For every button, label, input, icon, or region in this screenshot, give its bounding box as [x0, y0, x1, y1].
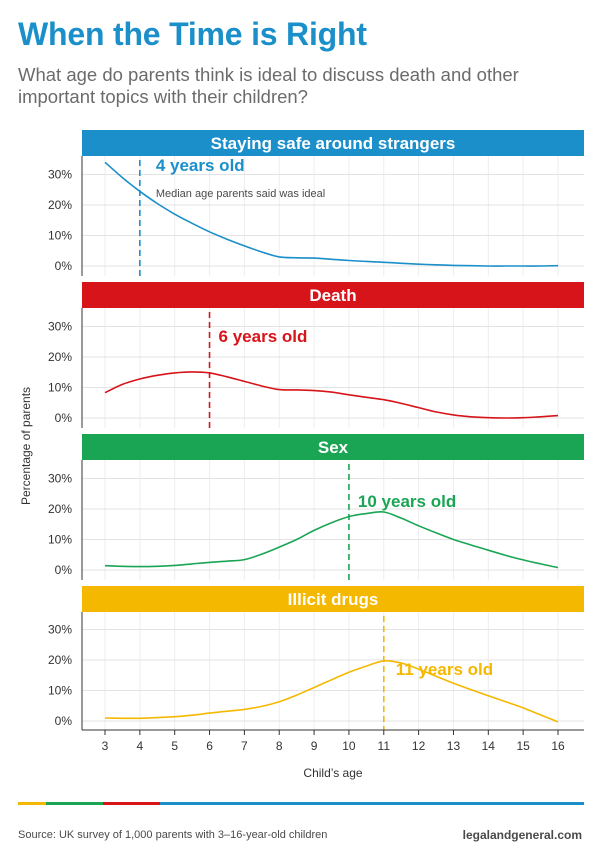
footer-segment-blue [160, 802, 584, 805]
x-tick-label: 10 [342, 739, 356, 753]
y-tick-label: 30% [48, 168, 72, 182]
y-tick-label: 20% [48, 502, 72, 516]
panel-title: Staying safe around strangers [211, 134, 456, 153]
x-tick-label: 5 [171, 739, 178, 753]
median-label: 11 years old [396, 660, 493, 679]
x-tick-label: 3 [102, 739, 109, 753]
x-tick-label: 16 [551, 739, 565, 753]
source-note: Source: UK survey of 1,000 parents with … [18, 829, 328, 841]
brand-link[interactable]: legalandgeneral.com [462, 828, 582, 842]
panel-banner [82, 282, 584, 308]
y-tick-label: 10% [48, 533, 72, 547]
y-tick-label: 30% [48, 623, 72, 637]
panel-title: Sex [318, 438, 349, 457]
y-tick-label: 20% [48, 350, 72, 364]
series-line [104, 511, 559, 569]
x-tick-label: 13 [447, 739, 461, 753]
x-tick-label: 7 [241, 739, 248, 753]
y-tick-label: 10% [48, 229, 72, 243]
x-tick-label: 9 [311, 739, 318, 753]
x-tick-label: 6 [206, 739, 213, 753]
small-multiples-chart: 0%10%20%30%Staying safe around strangers… [19, 130, 584, 780]
page-title: When the Time is Right [18, 16, 367, 52]
y-tick-label: 0% [55, 411, 73, 425]
x-axis-title: Child’s age [303, 766, 362, 780]
panel-title: Illicit drugs [288, 590, 379, 609]
footer-segment-red [103, 802, 160, 805]
x-tick-label: 14 [482, 739, 496, 753]
y-tick-label: 30% [48, 320, 72, 334]
y-tick-label: 30% [48, 472, 72, 486]
x-tick-label: 11 [378, 739, 391, 753]
x-tick-label: 4 [137, 739, 144, 753]
y-tick-label: 20% [48, 653, 72, 667]
panel-title: Death [309, 286, 356, 305]
y-tick-label: 0% [55, 714, 73, 728]
series-line [104, 161, 559, 267]
x-tick-label: 15 [516, 739, 530, 753]
y-tick-label: 10% [48, 381, 72, 395]
x-tick-label: 8 [276, 739, 283, 753]
panel-banner [82, 586, 584, 612]
footer-segment-green [46, 802, 103, 805]
y-tick-label: 0% [55, 259, 73, 273]
y-tick-label: 0% [55, 563, 73, 577]
series-line [104, 371, 559, 419]
panel-banner [82, 130, 584, 156]
footer-color-bar [18, 802, 584, 805]
page-subtitle: What age do parents think is ideal to di… [18, 64, 519, 107]
y-tick-label: 20% [48, 198, 72, 212]
x-tick-label: 12 [412, 739, 426, 753]
series-line [104, 659, 559, 723]
median-note: Median age parents said was ideal [156, 188, 325, 200]
y-axis-title: Percentage of parents [19, 387, 33, 505]
median-label: 6 years old [219, 327, 308, 346]
y-tick-label: 10% [48, 684, 72, 698]
footer-segment-yellow [18, 802, 46, 805]
median-label: 4 years old [156, 156, 245, 175]
median-label: 10 years old [358, 492, 456, 511]
panel-banner [82, 434, 584, 460]
